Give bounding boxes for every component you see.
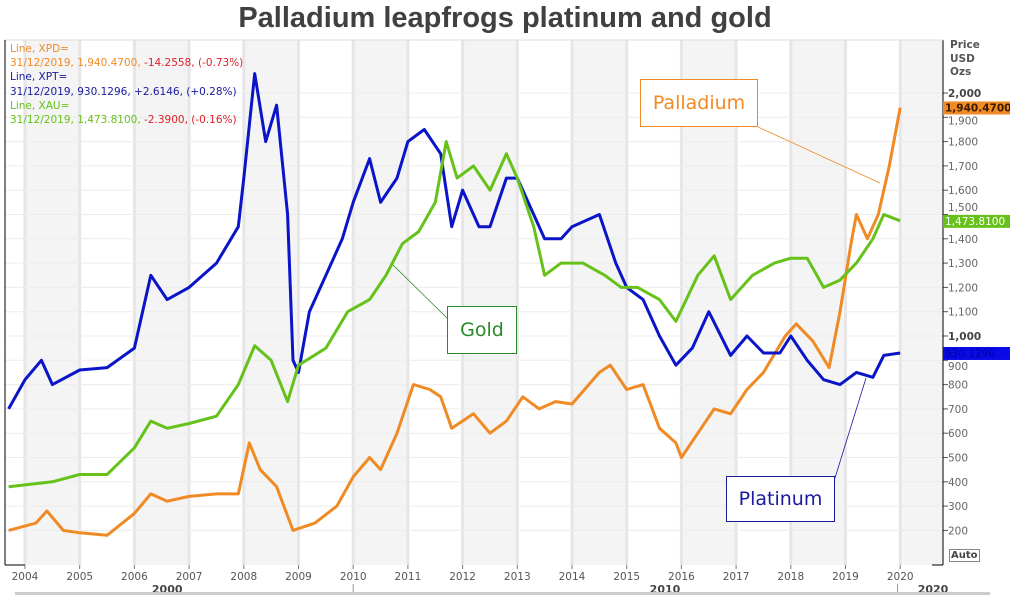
year-band [572, 40, 627, 565]
y-tick-label: 1,100 [948, 307, 978, 319]
y-tick-label: 300 [948, 501, 968, 513]
price-tag-label: 930.1296 [945, 348, 995, 360]
legend-xpd-change: -14.2558 [144, 57, 192, 70]
x-tick-label: 2006 [121, 571, 148, 583]
y-tick-label: 500 [948, 453, 968, 465]
x-tick-label: 2004 [12, 571, 39, 583]
year-band [462, 40, 518, 565]
x-tick-label: 2009 [285, 571, 312, 583]
horizontal-scrollbar[interactable] [15, 592, 990, 595]
y-tick-label: 1,300 [948, 258, 978, 270]
x-tick-label: 2015 [613, 571, 640, 583]
platinum-leader-line [834, 377, 867, 479]
year-band [900, 40, 943, 565]
price-tag-bg [943, 101, 1010, 115]
y-tick-label: 1,700 [948, 161, 978, 173]
auto-scale-button[interactable]: Auto [949, 549, 980, 562]
y-tick-label: 1,800 [948, 137, 978, 149]
x-tick-label: 2007 [176, 571, 203, 583]
legend-xau-value: 1,473.8100 [77, 114, 138, 127]
legend-xau-label: Line, XAU= [10, 99, 70, 112]
annotation-platinum: Platinum [726, 476, 835, 522]
series-line-platinum [7, 72, 901, 410]
y-tick-label: 1,900 [948, 115, 978, 127]
series-line-palladium [8, 107, 902, 537]
x-tick-label: 2005 [66, 571, 93, 583]
y-tick-label: 1,500 [948, 202, 978, 214]
x-tick-label: 2020 [887, 571, 914, 583]
legend-xpt-pct: (+0.28%) [186, 85, 237, 98]
x-tick-label: 2018 [777, 571, 804, 583]
x-tick-label: 2019 [832, 571, 859, 583]
y-tick-label: 2,000 [948, 88, 981, 100]
palladium-leader-line [757, 126, 881, 184]
legend-xau-date: 31/12/2019 [10, 114, 71, 127]
gold-leader-line [392, 264, 448, 319]
x-tick-label: 2017 [723, 571, 750, 583]
legend-xpd: Line, XPD= 31/12/2019, 1,940.4700, -14.2… [10, 43, 244, 127]
y-tick-label: 1,600 [948, 185, 978, 197]
y-tick-label: 1,400 [948, 234, 978, 246]
x-tick-label: 2016 [668, 571, 695, 583]
x-tick-label: 2013 [504, 571, 531, 583]
series-line-gold [8, 140, 901, 489]
price-tag-bg [943, 346, 1010, 360]
x-tick-label: 2012 [449, 571, 476, 583]
legend-xpd-label: Line, XPD= [10, 43, 69, 55]
x-tick-label: 2014 [559, 571, 586, 583]
legend-xpt-date: 31/12/2019 [10, 85, 71, 98]
y-tick-label: 600 [948, 428, 968, 440]
x-tick-label: 2008 [230, 571, 257, 583]
legend-xau-pct: (-0.16%) [191, 114, 237, 127]
price-tag-label: 1,473.8100 [945, 216, 1005, 228]
price-tag-bg [943, 214, 1010, 228]
legend-xpd-value: 1,940.4700 [77, 57, 138, 70]
y-tick-label: 200 [948, 525, 968, 537]
x-tick-label: 2011 [395, 571, 422, 583]
y-tick-label: 1,200 [948, 282, 978, 294]
legend-xpt-label: Line, XPT= [10, 71, 68, 84]
legend-xpt-change: +2.6146 [134, 85, 180, 98]
annotation-gold: Gold [447, 306, 517, 354]
legend-xpt-value: 930.1296 [77, 85, 128, 98]
y-tick-label: 1,000 [948, 331, 981, 343]
price-tag-label: 1,940.4700 [945, 102, 1010, 114]
annotation-palladium: Palladium [640, 79, 758, 127]
y-tick-label: 900 [948, 361, 968, 373]
legend-xpd-pct: (-0.73%) [197, 57, 244, 70]
legend-xau-change: -2.3900 [144, 114, 185, 127]
y-axis-title: Price USD Ozs [950, 39, 980, 78]
legend-xpd-date: 31/12/2019 [10, 57, 71, 70]
chart-title: Palladium leapfrogs platinum and gold [238, 2, 772, 34]
y-tick-label: 400 [948, 477, 968, 489]
x-tick-label: 2010 [340, 571, 367, 583]
y-tick-label: 700 [948, 404, 968, 416]
y-tick-label: 800 [948, 380, 968, 392]
